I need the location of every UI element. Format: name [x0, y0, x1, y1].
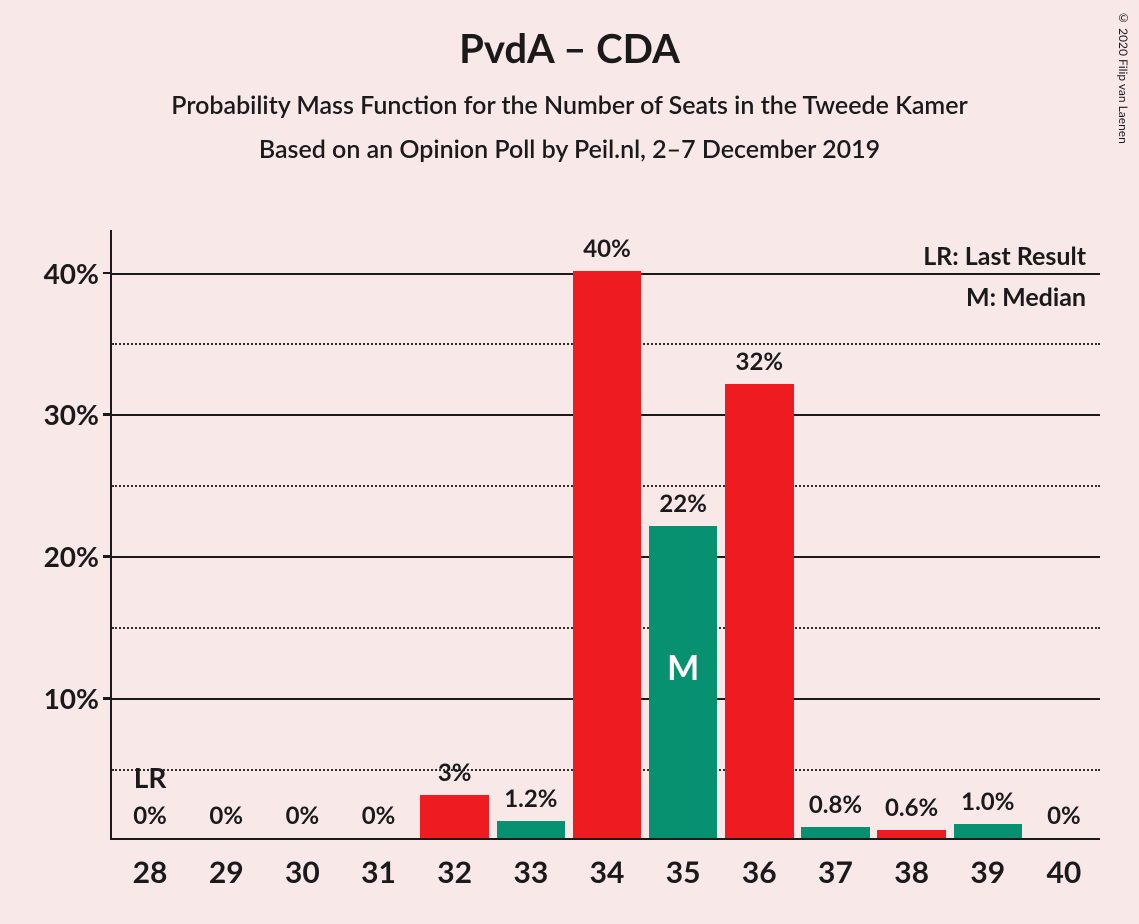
bar-value-label: 0% — [362, 801, 396, 830]
ytick-mark — [103, 555, 112, 558]
chart-container: LR: Last Result M: Median 0%28LR0%290%30… — [0, 190, 1139, 870]
bar-value-label: 0.6% — [885, 793, 938, 822]
bar — [420, 795, 489, 838]
bar — [725, 384, 794, 838]
ytick-mark — [103, 272, 112, 275]
bar-value-label: 3% — [438, 758, 472, 787]
bar-value-label: 1.2% — [504, 784, 557, 813]
chart-subtitle-1: Probability Mass Function for the Number… — [0, 72, 1139, 120]
bar — [801, 827, 870, 838]
bar-value-label: 0.8% — [809, 790, 862, 819]
lr-marker: LR — [134, 760, 167, 794]
median-marker: M — [667, 647, 699, 688]
xtick-label: 33 — [513, 854, 548, 890]
chart-title: PvdA – CDA — [0, 0, 1139, 72]
bar-value-label: 1.0% — [961, 787, 1014, 816]
xtick-label: 34 — [590, 854, 625, 890]
bar-value-label: 32% — [736, 347, 784, 376]
bar-value-label: 22% — [659, 489, 707, 518]
ytick-mark — [103, 697, 112, 700]
ytick-label: 10% — [9, 681, 99, 715]
bar-value-label: 0% — [286, 801, 320, 830]
xtick-label: 32 — [437, 854, 472, 890]
xtick-label: 35 — [666, 854, 701, 890]
xtick-label: 39 — [970, 854, 1005, 890]
bar-value-label: 40% — [583, 234, 631, 263]
xtick-label: 28 — [133, 854, 168, 890]
plot-area: LR: Last Result M: Median 0%28LR0%290%30… — [110, 230, 1100, 840]
bar — [573, 271, 642, 838]
ytick-label: 20% — [9, 539, 99, 573]
xtick-label: 37 — [818, 854, 853, 890]
legend-m: M: Median — [923, 277, 1086, 318]
bar — [954, 824, 1023, 838]
chart-subtitle-2: Based on an Opinion Poll by Peil.nl, 2–7… — [0, 120, 1139, 164]
bar-value-label: 0% — [1047, 801, 1081, 830]
bar — [497, 821, 566, 838]
ytick-label: 30% — [9, 397, 99, 431]
xtick-label: 31 — [361, 854, 396, 890]
xtick-label: 40 — [1047, 854, 1082, 890]
legend: LR: Last Result M: Median — [923, 236, 1086, 319]
copyright-text: © 2020 Filip van Laenen — [1116, 10, 1131, 144]
xtick-label: 29 — [209, 854, 244, 890]
legend-lr: LR: Last Result — [923, 236, 1086, 277]
xtick-label: 38 — [894, 854, 929, 890]
xtick-label: 30 — [285, 854, 320, 890]
bar — [877, 830, 946, 839]
bar-value-label: 0% — [209, 801, 243, 830]
xtick-label: 36 — [742, 854, 777, 890]
ytick-mark — [103, 413, 112, 416]
bar-value-label: 0% — [133, 801, 167, 830]
ytick-label: 40% — [9, 256, 99, 290]
